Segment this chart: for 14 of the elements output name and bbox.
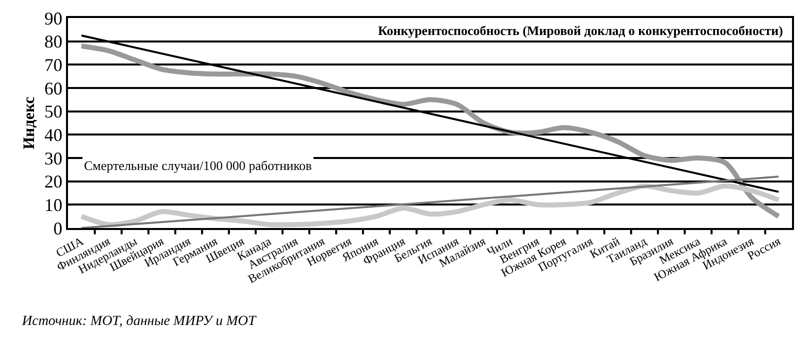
text: Источник: МОТ, данные МИРУ и МОТ: [21, 314, 257, 329]
y-tick-label: 70: [44, 54, 62, 75]
y-tick-label: 30: [44, 148, 62, 168]
y-axis-title: Индекс: [20, 96, 38, 150]
y-tick-label: 90: [44, 8, 62, 28]
annotation: Смертельные случаи/100 000 работников: [84, 158, 312, 173]
y-tick-label: 50: [44, 102, 62, 122]
chart-title: Конкурентоспособность (Мировой доклад о конкурентоспособности): [378, 23, 783, 38]
y-tick-label: 0: [53, 218, 62, 238]
y-tick-label: 10: [44, 194, 62, 215]
y-tick-label: 20: [44, 172, 62, 192]
y-tick-label: 60: [44, 78, 62, 98]
y-tick-label: 40: [44, 124, 62, 145]
y-tick-label: 80: [44, 32, 62, 52]
